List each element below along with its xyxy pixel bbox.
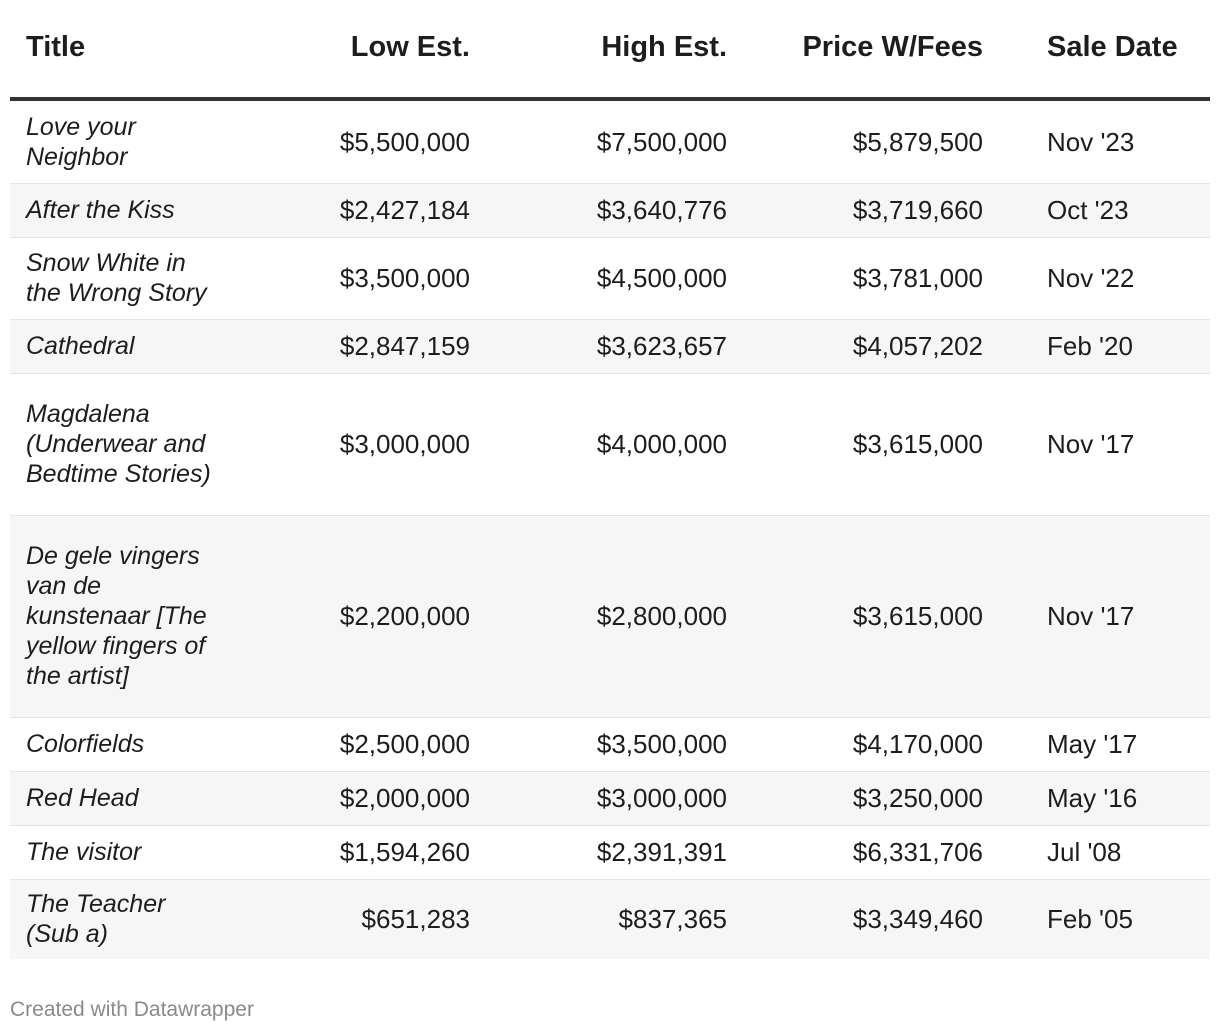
sales-table: Title Low Est. High Est. Price W/Fees Sa… [10, 0, 1210, 959]
sale-date-cell: Nov '17 [983, 515, 1210, 718]
high-estimate-cell: $3,623,657 [470, 319, 727, 374]
table-row: After the Kiss $2,427,184 $3,640,776 $3,719… [10, 183, 1210, 238]
title-cell: Snow White in the Wrong Story [10, 237, 220, 320]
title-cell: De gele vingers van de kunstenaar [The y… [10, 515, 220, 718]
price-with-fees-cell: $4,170,000 [727, 717, 983, 772]
high-estimate-cell: $837,365 [470, 879, 727, 959]
high-estimate-cell: $3,000,000 [470, 771, 727, 826]
title-cell: Colorfields [10, 717, 220, 772]
high-estimate-cell: $3,640,776 [470, 183, 727, 238]
high-estimate-cell: $4,500,000 [470, 237, 727, 320]
high-estimate-cell: $4,000,000 [470, 373, 727, 516]
sale-date-cell: Oct '23 [983, 183, 1210, 238]
high-estimate-cell: $7,500,000 [470, 99, 727, 184]
data-table-container: Title Low Est. High Est. Price W/Fees Sa… [10, 0, 1210, 959]
low-estimate-cell: $2,000,000 [220, 771, 470, 826]
title-cell: After the Kiss [10, 183, 220, 238]
low-estimate-cell: $5,500,000 [220, 99, 470, 184]
title-cell: Red Head [10, 771, 220, 826]
price-with-fees-cell: $3,349,460 [727, 879, 983, 959]
title-cell: The Teacher (Sub a) [10, 879, 220, 959]
sale-date-cell: Nov '17 [983, 373, 1210, 516]
price-with-fees-cell: $3,250,000 [727, 771, 983, 826]
sale-date-cell: Nov '23 [983, 99, 1210, 184]
table-row: De gele vingers van de kunstenaar [The y… [10, 515, 1210, 718]
column-header-price-with-fees[interactable]: Price W/Fees [727, 0, 983, 101]
high-estimate-cell: $2,800,000 [470, 515, 727, 718]
title-cell: The visitor [10, 825, 220, 880]
table-body: Love your Neighbor $5,500,000 $7,500,000 $5… [10, 99, 1210, 959]
low-estimate-cell: $2,200,000 [220, 515, 470, 718]
table-row: Cathedral $2,847,159 $3,623,657 $4,057,202 F… [10, 319, 1210, 374]
price-with-fees-cell: $3,615,000 [727, 515, 983, 718]
low-estimate-cell: $651,283 [220, 879, 470, 959]
header-row: Title Low Est. High Est. Price W/Fees Sa… [10, 0, 1210, 101]
datawrapper-credit: Created with Datawrapper [10, 998, 254, 1021]
table-row: Red Head $2,000,000 $3,000,000 $3,250,000 Ma… [10, 771, 1210, 826]
table-row: Colorfields $2,500,000 $3,500,000 $4,170,00… [10, 717, 1210, 772]
low-estimate-cell: $2,500,000 [220, 717, 470, 772]
sale-date-cell: May '17 [983, 717, 1210, 772]
price-with-fees-cell: $3,781,000 [727, 237, 983, 320]
table-row: Magdalena (Underwear and Bedtime Stories… [10, 373, 1210, 516]
sale-date-cell: Jul '08 [983, 825, 1210, 880]
price-with-fees-cell: $6,331,706 [727, 825, 983, 880]
title-cell: Cathedral [10, 319, 220, 374]
table-header: Title Low Est. High Est. Price W/Fees Sa… [10, 0, 1210, 101]
column-header-high-estimate[interactable]: High Est. [470, 0, 727, 101]
low-estimate-cell: $3,000,000 [220, 373, 470, 516]
sale-date-cell: Nov '22 [983, 237, 1210, 320]
title-cell: Magdalena (Underwear and Bedtime Stories… [10, 373, 220, 516]
price-with-fees-cell: $3,615,000 [727, 373, 983, 516]
low-estimate-cell: $1,594,260 [220, 825, 470, 880]
table-row: Love your Neighbor $5,500,000 $7,500,000 $5… [10, 99, 1210, 184]
low-estimate-cell: $2,847,159 [220, 319, 470, 374]
sale-date-cell: Feb '20 [983, 319, 1210, 374]
table-row: The Teacher (Sub a) $651,283 $837,365 $3,34… [10, 879, 1210, 959]
price-with-fees-cell: $4,057,202 [727, 319, 983, 374]
sale-date-cell: May '16 [983, 771, 1210, 826]
column-header-sale-date[interactable]: Sale Date [983, 0, 1210, 101]
column-header-title[interactable]: Title [10, 0, 220, 101]
high-estimate-cell: $2,391,391 [470, 825, 727, 880]
high-estimate-cell: $3,500,000 [470, 717, 727, 772]
price-with-fees-cell: $5,879,500 [727, 99, 983, 184]
title-cell: Love your Neighbor [10, 99, 220, 184]
low-estimate-cell: $2,427,184 [220, 183, 470, 238]
table-row: The visitor $1,594,260 $2,391,391 $6,331,70… [10, 825, 1210, 880]
column-header-low-estimate[interactable]: Low Est. [220, 0, 470, 101]
sale-date-cell: Feb '05 [983, 879, 1210, 959]
table-row: Snow White in the Wrong Story $3,500,000 $… [10, 237, 1210, 320]
price-with-fees-cell: $3,719,660 [727, 183, 983, 238]
low-estimate-cell: $3,500,000 [220, 237, 470, 320]
